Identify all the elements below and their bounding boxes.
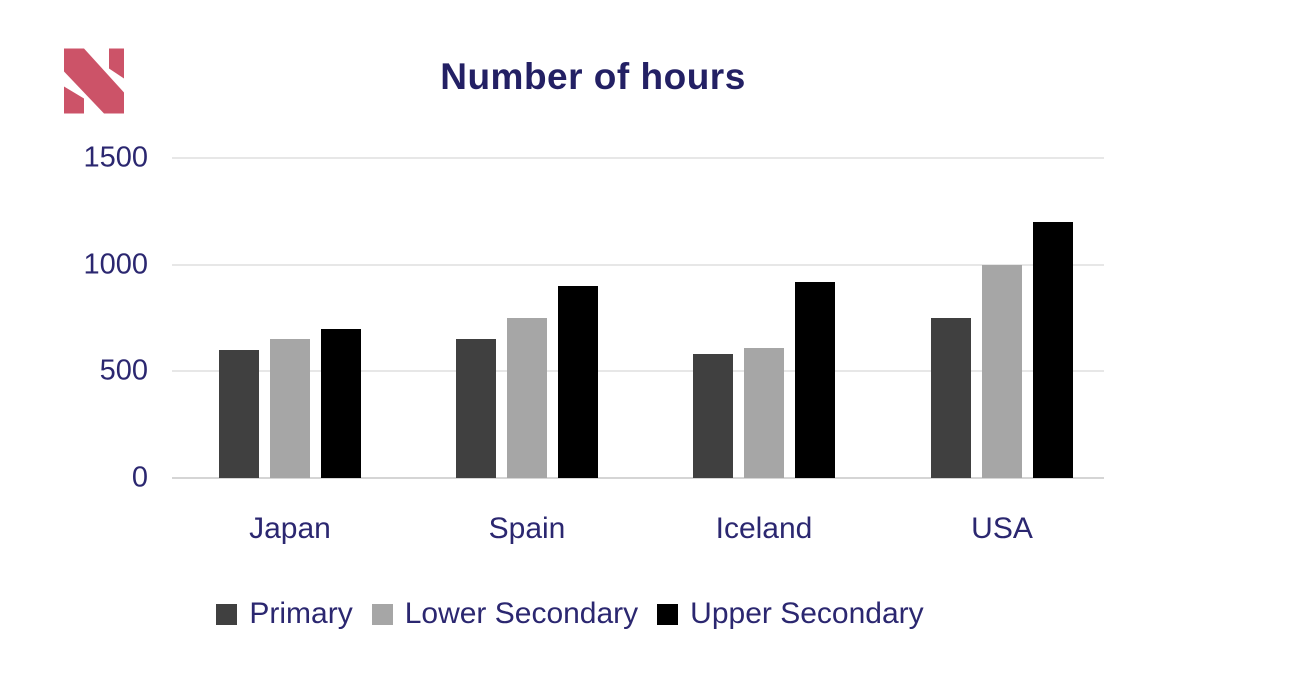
chart-title: Number of hours	[440, 56, 746, 97]
legend-swatch-primary-icon	[216, 603, 238, 625]
bar-primary-spain	[456, 339, 496, 478]
legend-swatch-lower-secondary-icon	[371, 603, 393, 625]
logo-diagonal-stroke	[64, 48, 124, 114]
bar-lower-secondary-usa	[982, 265, 1022, 478]
x-axis-label-spain: Spain	[488, 512, 566, 545]
y-axis-tick-label: 500	[99, 354, 148, 387]
bar-upper-secondary-iceland	[795, 282, 835, 478]
x-axis-label-iceland: Iceland	[715, 512, 813, 545]
bar-lower-secondary-iceland	[744, 348, 784, 478]
legend-label: Lower Secondary	[404, 597, 639, 630]
bar-primary-iceland	[693, 354, 733, 478]
bar-upper-secondary-japan	[321, 329, 361, 478]
legend-swatch-upper-secondary-icon	[657, 603, 679, 625]
chart-legend: Primary Lower Secondary Upper Secondary	[60, 599, 1080, 629]
x-axis-label-usa: USA	[971, 512, 1033, 545]
logo-bottom-left-bar	[64, 86, 84, 114]
x-axis-label-japan: Japan	[249, 512, 331, 545]
legend-item-lower-secondary: Lower Secondary	[371, 597, 639, 630]
brand-n-logo-icon	[64, 48, 124, 114]
y-axis-tick-label: 0	[131, 461, 148, 494]
y-axis-tick-label: 1500	[83, 141, 148, 174]
legend-label: Upper Secondary	[690, 597, 924, 630]
bar-upper-secondary-spain	[558, 286, 598, 478]
legend-item-upper-secondary: Upper Secondary	[657, 597, 924, 630]
bar-upper-secondary-usa	[1033, 222, 1073, 478]
bar-primary-japan	[219, 350, 259, 478]
gridline-1000	[172, 264, 1104, 266]
logo-right-bar	[109, 48, 124, 79]
y-axis-tick-label: 1000	[83, 248, 148, 281]
gridline-1500	[172, 157, 1104, 159]
bar-primary-usa	[931, 318, 971, 478]
gridline-500	[172, 370, 1104, 372]
bar-lower-secondary-spain	[507, 318, 547, 478]
bar-lower-secondary-japan	[270, 339, 310, 478]
legend-label: Primary	[249, 597, 353, 630]
legend-item-primary: Primary	[216, 597, 353, 630]
gridline-0	[172, 477, 1104, 479]
